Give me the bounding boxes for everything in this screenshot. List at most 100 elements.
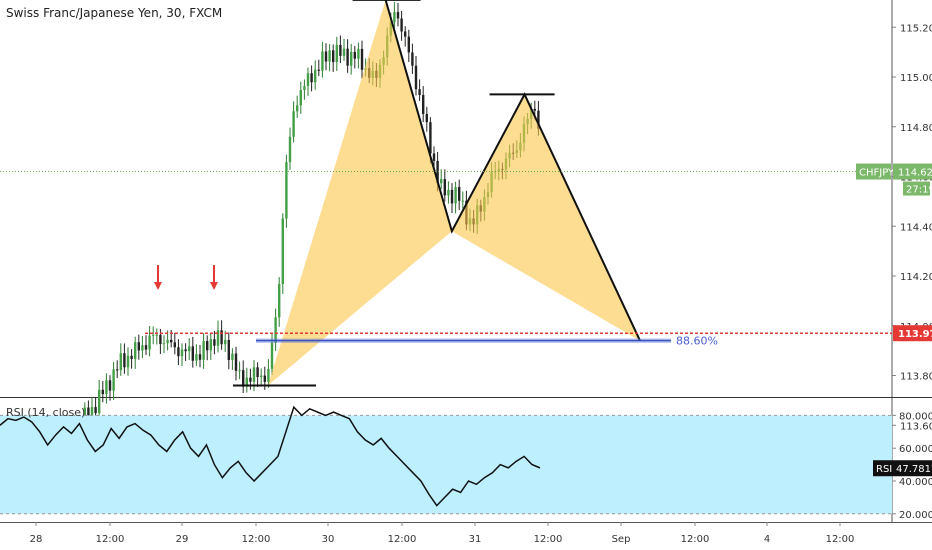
- candle-body: [310, 73, 313, 83]
- candle-body: [116, 369, 119, 371]
- candle-body: [202, 341, 205, 360]
- red-arrow-head: [210, 282, 218, 290]
- support-price-tag: [893, 325, 932, 342]
- candle-body: [400, 18, 403, 32]
- time-tick-label: Sep: [612, 534, 631, 545]
- candle-body: [180, 349, 184, 357]
- time-tick-label: 12:00: [534, 534, 563, 545]
- rsi-value-label: 47.7817: [896, 464, 932, 475]
- candle-body: [353, 51, 356, 59]
- candle-body: [195, 354, 198, 361]
- candle-body: [256, 367, 259, 378]
- price-tick-label: 113.800: [900, 372, 932, 383]
- candle-body: [443, 179, 446, 196]
- time-tick-label: 29: [176, 534, 189, 545]
- candle-body: [267, 368, 270, 382]
- candle-body: [152, 334, 155, 336]
- candle-body: [213, 339, 216, 346]
- candle-body: [90, 407, 94, 417]
- time-tick-label: 12:00: [388, 534, 417, 545]
- candle-body: [450, 189, 454, 204]
- candle-body: [537, 110, 540, 129]
- candle-body: [393, 12, 396, 23]
- candle-body: [396, 12, 400, 19]
- price-tick-label: 114.200: [900, 272, 932, 283]
- candle-body: [231, 353, 234, 360]
- candle-body: [263, 375, 266, 382]
- candle-body: [130, 355, 133, 360]
- candle-body: [335, 44, 338, 63]
- candle-body: [404, 31, 407, 37]
- time-tick-label: 12:00: [826, 534, 855, 545]
- pattern-xab-triangle: [268, 0, 452, 386]
- candle-body: [206, 341, 209, 351]
- price-tick-label: 113.600: [900, 421, 932, 432]
- rsi-tag: [873, 460, 893, 477]
- candle-body: [288, 136, 292, 163]
- candle-body: [119, 353, 122, 371]
- candle-body: [245, 377, 248, 387]
- candle-body: [440, 179, 443, 184]
- candle-body: [252, 367, 256, 382]
- price-tick-label: 114.800: [900, 123, 932, 134]
- rsi-tick-label: 60.0000: [899, 444, 932, 455]
- candle-body: [148, 335, 151, 350]
- candle-body: [123, 353, 126, 368]
- candle-body: [296, 105, 299, 112]
- candle-body: [94, 407, 97, 414]
- price-tick-label: 115.000: [900, 73, 932, 84]
- candle-body: [461, 200, 464, 202]
- rsi-line: [0, 405, 541, 507]
- candle-body: [360, 48, 364, 70]
- rsi-band: [0, 415, 892, 514]
- time-tick-label: 12:00: [96, 534, 125, 545]
- candle-body: [87, 407, 90, 417]
- candle-body: [170, 339, 173, 343]
- candle-body: [141, 345, 144, 351]
- candle-body: [306, 73, 310, 87]
- symbol-tag: [856, 163, 891, 180]
- chart-title: Swiss Franc/Japanese Yen, 30, FXCM: [6, 6, 223, 20]
- rsi-title: RSI (14, close): [6, 406, 86, 419]
- candle-body: [432, 153, 436, 161]
- rsi-tick-label: 40.0000: [899, 477, 932, 488]
- time-tick-label: 31: [469, 534, 482, 545]
- candle-body: [411, 52, 414, 66]
- candle-body: [414, 65, 418, 90]
- candle-body: [292, 111, 295, 137]
- candle-body: [216, 330, 220, 346]
- candle-body: [162, 343, 166, 345]
- candle-body: [159, 334, 162, 345]
- rsi-tick-label: 20.0000: [899, 510, 932, 521]
- candle-body: [346, 48, 349, 66]
- pattern-bcd-triangle: [451, 94, 641, 341]
- last-price-label: 114.620: [898, 168, 932, 179]
- candle-body: [324, 51, 328, 62]
- time-tick-label: 12:00: [242, 534, 271, 545]
- candle-body: [260, 375, 263, 378]
- candle-body: [321, 51, 324, 71]
- candle-body: [242, 370, 245, 387]
- support-price-label: 113.970: [898, 329, 932, 340]
- rsi-tick-label: 80.0000: [899, 411, 932, 422]
- candle-body: [184, 349, 187, 352]
- candle-body: [126, 355, 130, 368]
- price-tick-label: 114.400: [900, 222, 932, 233]
- candle-body: [166, 339, 169, 344]
- candle-body: [98, 389, 101, 414]
- candle-body: [274, 317, 277, 343]
- price-tick-label: 115.200: [900, 23, 932, 34]
- candle-body: [314, 69, 317, 83]
- candle-body: [299, 90, 302, 106]
- candle-body: [209, 339, 212, 351]
- time-tick-label: 28: [30, 534, 43, 545]
- rsi-value-tag: [893, 460, 932, 477]
- time-tick-label: 30: [322, 534, 335, 545]
- candle-body: [220, 330, 223, 345]
- candle-body: [436, 160, 439, 184]
- candle-body: [144, 345, 148, 350]
- candle-body: [270, 342, 274, 369]
- candle-body: [407, 36, 410, 53]
- candle-body: [533, 108, 536, 111]
